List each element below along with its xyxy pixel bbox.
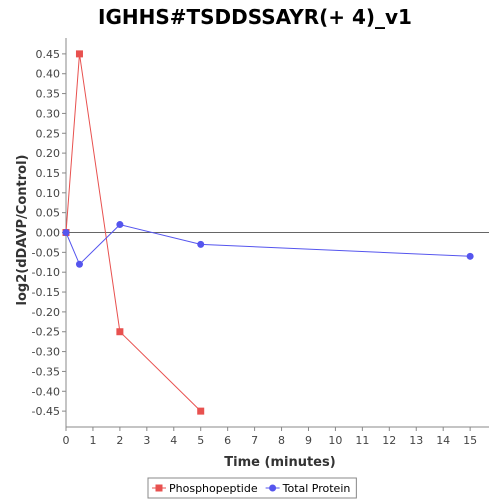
y-tick-label: -0.10	[32, 266, 60, 279]
y-tick-label: 0.05	[36, 207, 61, 220]
x-tick-label: 14	[436, 434, 450, 447]
y-tick-label: -0.05	[32, 246, 60, 259]
x-tick-label: 8	[278, 434, 285, 447]
series-line-2	[65, 224, 471, 266]
x-tick-label: 0	[63, 434, 70, 447]
data-point-circle	[62, 229, 70, 236]
data-point-circle	[466, 252, 474, 260]
y-tick-label: -0.35	[32, 365, 60, 378]
chart-title: IGHHS#TSDDSSAYR(+ 4)_v1	[98, 5, 412, 29]
legend-marker-square	[155, 484, 163, 492]
x-tick-label: 12	[382, 434, 396, 447]
data-point-square	[75, 50, 83, 58]
legend-box	[147, 477, 357, 499]
y-tick-label: -0.15	[32, 286, 60, 299]
data-point-square	[116, 328, 124, 336]
x-tick-label: 13	[409, 434, 423, 447]
x-tick-label: 5	[197, 434, 204, 447]
y-tick-label: 0.35	[36, 88, 61, 101]
x-tick-label: 10	[328, 434, 342, 447]
y-tick-label: 0.20	[36, 147, 61, 160]
x-tick-label: 2	[116, 434, 123, 447]
y-tick-label: 0.00	[36, 227, 61, 240]
x-tick-label: 3	[143, 434, 150, 447]
y-tick-label: 0.40	[36, 68, 61, 81]
y-tick-label: -0.45	[32, 405, 60, 418]
data-point-square	[197, 407, 205, 415]
x-axis-label: Time (minutes)	[224, 455, 335, 470]
y-tick-label: 0.25	[36, 127, 61, 140]
x-tick-label: 6	[224, 434, 231, 447]
x-tick-label: 1	[89, 434, 96, 447]
legend-label-2: Total Protein	[282, 482, 351, 495]
y-tick-label: 0.15	[36, 167, 61, 180]
y-axis-label: log2(dDAVP/Control)	[15, 155, 30, 306]
x-tick-label: 15	[463, 434, 477, 447]
data-point-circle	[116, 221, 124, 229]
x-tick-label: 9	[305, 434, 312, 447]
y-tick-label: -0.25	[32, 326, 60, 339]
y-tick-label: -0.30	[32, 346, 60, 359]
x-tick-label: 11	[355, 434, 369, 447]
data-point-circle	[75, 260, 83, 268]
y-tick-label: -0.20	[32, 306, 60, 319]
y-tick-label: 0.10	[36, 187, 61, 200]
legend-marker-circle	[269, 484, 277, 492]
y-tick-label: 0.45	[36, 48, 61, 61]
series-line-1	[65, 53, 202, 412]
data-point-circle	[197, 240, 205, 248]
y-tick-label: -0.40	[32, 385, 60, 398]
x-tick-label: 7	[251, 434, 258, 447]
plot-area: 0.45 0.40 0.35 0.30 0.25 0.20 0.15 0.10 0.05 0.00…	[32, 38, 489, 447]
x-tick-label: 4	[170, 434, 177, 447]
legend-label-1: Phosphopeptide	[169, 482, 258, 495]
y-tick-label: 0.30	[36, 107, 61, 120]
legend: Phosphopeptide Total Protein	[147, 477, 357, 499]
